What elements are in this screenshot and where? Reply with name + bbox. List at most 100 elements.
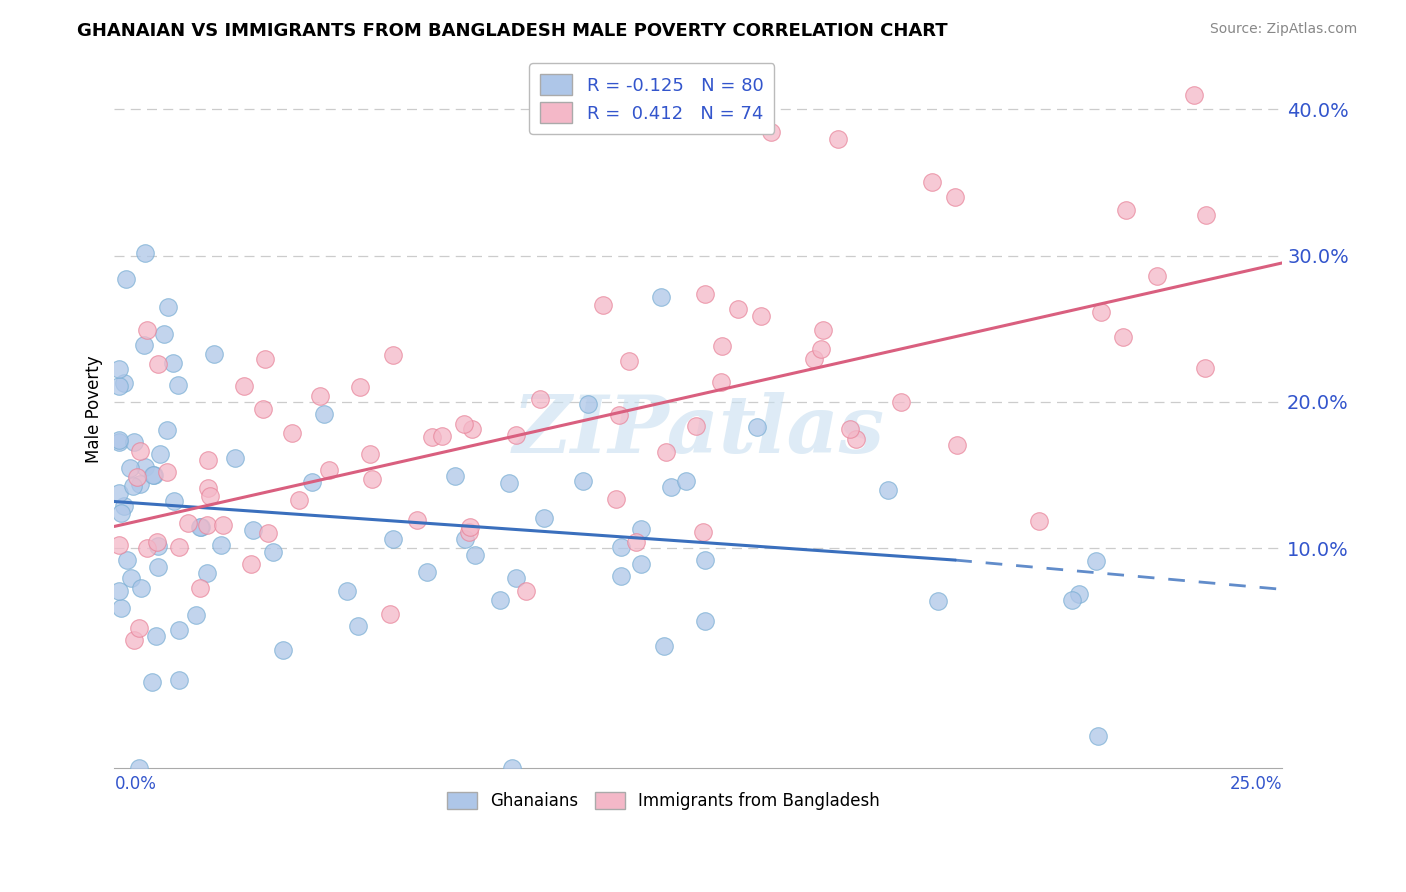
Point xyxy=(592,298,614,312)
Point xyxy=(224,451,246,466)
Point xyxy=(1182,87,1205,102)
Point xyxy=(188,581,211,595)
Point xyxy=(112,499,135,513)
Point xyxy=(576,397,599,411)
Point xyxy=(257,525,280,540)
Point xyxy=(108,538,131,552)
Point xyxy=(359,447,381,461)
Point xyxy=(810,342,832,356)
Point xyxy=(1112,330,1135,344)
Point xyxy=(145,629,167,643)
Point xyxy=(693,553,716,567)
Point xyxy=(108,361,131,376)
Point xyxy=(108,486,131,500)
Point xyxy=(186,607,208,622)
Point xyxy=(117,553,139,567)
Point xyxy=(381,532,404,546)
Point xyxy=(877,483,900,498)
Point xyxy=(336,584,359,599)
Point xyxy=(1115,203,1137,218)
Point xyxy=(943,190,966,204)
Point xyxy=(156,465,179,479)
Point xyxy=(605,491,627,506)
Point xyxy=(108,433,131,447)
Point xyxy=(454,532,477,546)
Point xyxy=(453,417,475,431)
Point xyxy=(505,571,527,585)
Point xyxy=(610,541,633,555)
Point xyxy=(318,463,340,477)
Point xyxy=(131,581,153,595)
Point xyxy=(498,476,520,491)
Point xyxy=(845,432,868,446)
Point xyxy=(1069,587,1091,601)
Point xyxy=(659,480,682,494)
Point xyxy=(209,538,232,552)
Point xyxy=(110,506,132,520)
Point xyxy=(134,338,156,352)
Point xyxy=(382,348,405,362)
Point xyxy=(727,301,749,316)
Point xyxy=(195,518,218,533)
Point xyxy=(1090,305,1112,319)
Point xyxy=(301,475,323,489)
Point xyxy=(112,376,135,390)
Point xyxy=(811,322,834,336)
Legend: Ghanaians, Immigrants from Bangladesh: Ghanaians, Immigrants from Bangladesh xyxy=(440,786,887,817)
Point xyxy=(288,493,311,508)
Point xyxy=(128,761,150,775)
Point xyxy=(212,517,235,532)
Point xyxy=(416,565,439,579)
Point xyxy=(838,422,860,436)
Point xyxy=(169,673,191,687)
Point xyxy=(617,353,640,368)
Point xyxy=(572,474,595,488)
Point xyxy=(262,545,284,559)
Text: GHANAIAN VS IMMIGRANTS FROM BANGLADESH MALE POVERTY CORRELATION CHART: GHANAIAN VS IMMIGRANTS FROM BANGLADESH M… xyxy=(77,22,948,40)
Point xyxy=(232,378,254,392)
Point xyxy=(406,513,429,527)
Point xyxy=(110,601,132,615)
Point xyxy=(1194,360,1216,375)
Point xyxy=(693,286,716,301)
Point xyxy=(153,326,176,341)
Point xyxy=(167,377,190,392)
Point xyxy=(188,519,211,533)
Point xyxy=(1062,592,1084,607)
Point xyxy=(197,482,219,496)
Point xyxy=(108,378,131,392)
Point xyxy=(890,394,912,409)
Point xyxy=(630,522,652,536)
Point xyxy=(610,569,633,583)
Point xyxy=(675,475,697,489)
Point xyxy=(136,541,159,555)
Point xyxy=(120,571,142,585)
Point xyxy=(464,549,486,563)
Point xyxy=(489,593,512,607)
Point xyxy=(149,447,172,461)
Point xyxy=(148,357,170,371)
Point xyxy=(1085,554,1108,568)
Point xyxy=(529,392,551,407)
Point xyxy=(252,401,274,416)
Point xyxy=(650,290,672,304)
Point xyxy=(146,539,169,553)
Point xyxy=(420,430,443,444)
Text: Source: ZipAtlas.com: Source: ZipAtlas.com xyxy=(1209,22,1357,37)
Point xyxy=(946,438,969,452)
Point xyxy=(314,408,336,422)
Point xyxy=(240,557,263,571)
Point xyxy=(759,124,782,138)
Point xyxy=(129,476,152,491)
Point xyxy=(148,560,170,574)
Point xyxy=(458,520,481,534)
Point xyxy=(146,535,169,549)
Point xyxy=(129,444,152,458)
Point xyxy=(380,607,402,622)
Point xyxy=(607,409,630,423)
Point xyxy=(501,761,523,775)
Point xyxy=(1195,208,1218,222)
Point xyxy=(652,639,675,653)
Point xyxy=(457,524,479,539)
Point xyxy=(157,300,180,314)
